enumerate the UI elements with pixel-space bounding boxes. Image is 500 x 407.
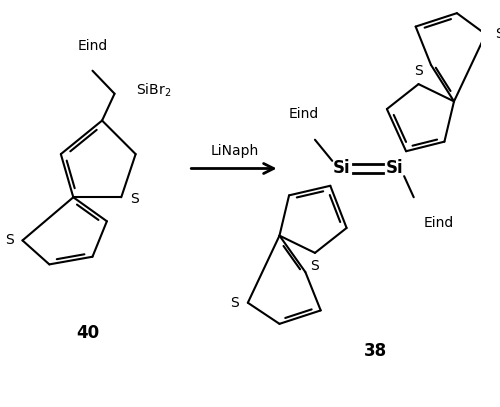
Text: 38: 38	[364, 342, 387, 360]
Text: Eind: Eind	[78, 39, 108, 53]
Text: S: S	[4, 234, 14, 247]
Text: Eind: Eind	[289, 107, 320, 120]
Text: Eind: Eind	[424, 217, 454, 230]
Text: LiNaph: LiNaph	[210, 144, 258, 158]
Text: S: S	[494, 27, 500, 41]
Text: SiBr$_2$: SiBr$_2$	[136, 81, 171, 98]
Text: S: S	[130, 192, 139, 206]
Text: S: S	[414, 63, 423, 78]
Text: Si: Si	[386, 160, 404, 177]
Text: S: S	[310, 259, 320, 274]
Text: S: S	[230, 296, 239, 310]
Text: Si: Si	[333, 160, 350, 177]
Text: 40: 40	[76, 324, 100, 342]
